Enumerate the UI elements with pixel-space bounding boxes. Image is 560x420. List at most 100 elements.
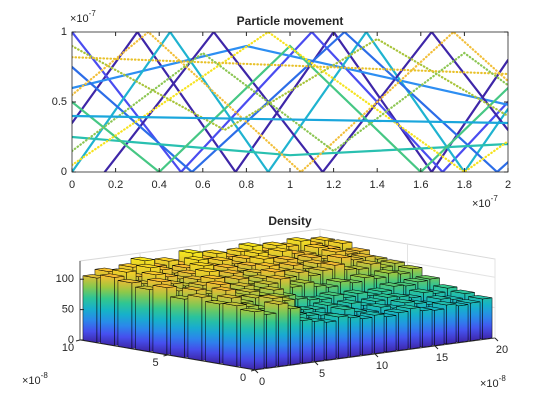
z-tick-label: 100	[56, 273, 74, 285]
bar-top	[286, 237, 311, 242]
trajectory	[72, 37, 508, 132]
bar-top	[343, 289, 368, 294]
bar-top	[327, 253, 352, 259]
bar-top	[184, 256, 209, 261]
bar-top	[189, 262, 214, 267]
bar-top	[304, 243, 329, 249]
bar-top	[182, 286, 207, 291]
trajectory	[72, 56, 508, 76]
bar-top	[249, 255, 274, 260]
trajectory	[72, 135, 508, 157]
x-tick-label: 1.4	[370, 179, 385, 191]
bar-top	[409, 288, 434, 293]
bar-top	[264, 300, 289, 305]
bar-top	[326, 278, 351, 283]
exp-power: -8	[499, 374, 507, 383]
x-tick-label: 0.4	[152, 179, 167, 191]
bar-top	[254, 280, 279, 285]
bar-top	[178, 249, 203, 254]
bar-top	[208, 256, 233, 261]
trajectory	[103, 32, 508, 172]
bar-top	[154, 257, 179, 262]
x-exponent: ×10-7	[472, 194, 498, 210]
bar-top	[319, 291, 344, 296]
x-tick	[314, 361, 319, 366]
bar-top	[313, 301, 338, 306]
chart-title: Density	[268, 214, 312, 228]
bar-top	[230, 282, 255, 287]
bar-top	[268, 247, 293, 252]
bar-side	[117, 280, 133, 349]
bar-top	[366, 303, 391, 308]
bar-front	[386, 315, 397, 353]
x-tick-label: 1.8	[457, 179, 472, 191]
y-exponent: ×10-8	[22, 371, 48, 387]
bar-side	[152, 285, 168, 355]
exp-power: -7	[491, 194, 499, 203]
y-tick	[163, 354, 168, 357]
bar-top	[337, 299, 362, 304]
bar-top	[450, 289, 475, 294]
bar-top	[356, 260, 381, 265]
trajectory	[72, 32, 508, 172]
bar-front	[314, 319, 325, 362]
bar-top	[390, 298, 415, 304]
bar-top	[213, 263, 238, 268]
bar-top	[433, 284, 458, 289]
bar-front	[446, 303, 457, 345]
bar-top	[396, 304, 421, 309]
bar-front	[482, 297, 493, 340]
bar-top	[350, 273, 375, 278]
bar-front	[410, 307, 421, 349]
x-tick	[254, 369, 259, 374]
x-tick-label: 1	[287, 179, 293, 191]
x-tick-label: 0	[69, 179, 75, 191]
bar-top	[426, 295, 451, 300]
bar-top	[217, 294, 242, 299]
bar-top	[330, 305, 355, 310]
exp-base: ×10	[70, 13, 89, 25]
bar-top	[202, 249, 227, 254]
bar-top	[112, 268, 137, 273]
trajectory	[72, 32, 508, 172]
lines	[72, 32, 508, 172]
bar-top	[240, 307, 265, 313]
bar-top	[222, 301, 247, 307]
trajectory	[72, 51, 508, 153]
bar-top	[456, 299, 481, 304]
x-tick	[494, 337, 499, 342]
bar-top	[360, 311, 385, 316]
x-tick-label: 0.6	[195, 179, 210, 191]
x-tick-label: 0.8	[239, 179, 254, 191]
bar-side	[240, 309, 255, 370]
x-tick	[374, 353, 379, 358]
trajectory	[72, 32, 508, 172]
bar-top	[310, 236, 335, 241]
x-tick	[434, 345, 439, 350]
trajectory	[72, 114, 508, 125]
bar-front	[254, 310, 265, 370]
bar-top	[130, 256, 155, 262]
bar-top	[380, 259, 405, 264]
z-tick-label: 50	[62, 304, 74, 316]
exp-base: ×10	[480, 378, 499, 390]
trajectory	[72, 44, 508, 172]
x-tick-label: 15	[436, 352, 448, 364]
bar-front	[350, 316, 361, 357]
bar-top	[255, 262, 280, 267]
bar-top	[379, 282, 404, 287]
trajectory	[72, 32, 508, 172]
bar-front	[374, 313, 385, 354]
bar-side	[222, 303, 238, 367]
exp-power: -7	[89, 9, 97, 18]
exp-power: -8	[41, 371, 49, 380]
bar-top	[374, 269, 399, 274]
bar-top	[290, 279, 315, 284]
bar-front	[458, 304, 469, 343]
bar-side	[205, 301, 220, 364]
bar-top	[200, 274, 225, 280]
bar-side	[135, 286, 150, 352]
bar-top	[284, 268, 309, 273]
bar-top	[328, 239, 353, 244]
bar-top	[187, 293, 212, 298]
